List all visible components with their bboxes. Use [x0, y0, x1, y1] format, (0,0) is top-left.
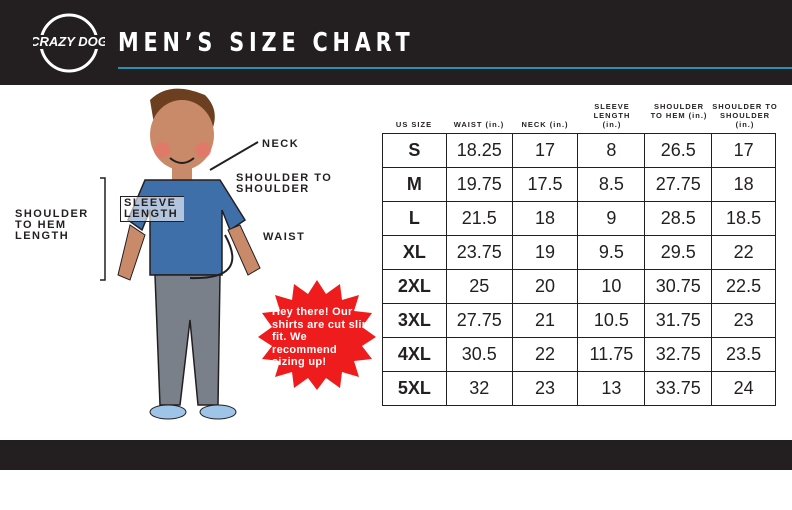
cell-shoulder-to-hem: 26.5: [644, 133, 713, 168]
cell-size: L: [382, 201, 447, 236]
callout-text: Hey there! Our shirts are cut slim fit. …: [272, 306, 372, 368]
header-sleeve: SLEEVE LENGTH (in.): [593, 102, 631, 129]
cell-size: XL: [382, 235, 447, 270]
header-neck: NECK (in.): [521, 120, 569, 129]
header-us-size: US SIZE: [395, 120, 433, 129]
table-row: M 19.75 17.5 8.5 27.75 18: [382, 167, 776, 202]
cell-shoulder-to-shoulder: 17: [711, 133, 776, 168]
page-title: MEN’S SIZE CHART: [118, 28, 415, 58]
cell-neck: 21: [511, 303, 579, 338]
cell-sleeve: 9.5: [577, 235, 646, 270]
cell-shoulder-to-hem: 33.75: [644, 371, 713, 406]
cell-size: S: [382, 133, 447, 168]
shoulder-to-hem-label: SHOULDER TO HEM LENGTH: [15, 208, 89, 242]
crazy-dog-logo: CRAZY DOG: [33, 13, 105, 73]
cell-size: 5XL: [382, 371, 447, 406]
table-row: 5XL 32 23 13 33.75 24: [382, 371, 776, 406]
cell-shoulder-to-shoulder: 18: [711, 167, 776, 202]
cell-sleeve: 10: [577, 269, 646, 304]
cell-neck: 17: [511, 133, 579, 168]
cell-neck: 17.5: [511, 167, 579, 202]
svg-text:CRAZY DOG: CRAZY DOG: [33, 34, 105, 49]
cell-shoulder-to-hem: 32.75: [644, 337, 713, 372]
table-row: 2XL 25 20 10 30.75 22.5: [382, 269, 776, 304]
footer-bar: [0, 440, 792, 470]
cell-neck: 22: [511, 337, 579, 372]
cell-waist: 18.25: [445, 133, 513, 168]
cell-sleeve: 8: [577, 133, 646, 168]
cell-waist: 21.5: [445, 201, 513, 236]
cell-waist: 27.75: [445, 303, 513, 338]
size-table: S 18.25 17 8 26.5 17 M 19.75 17.5 8.5 27.75 18 L 21.5…: [382, 133, 776, 406]
cell-shoulder-to-shoulder: 22: [711, 235, 776, 270]
cell-shoulder-to-shoulder: 23: [711, 303, 776, 338]
cell-neck: 18: [511, 201, 579, 236]
cell-shoulder-to-hem: 28.5: [644, 201, 713, 236]
table-row: 4XL 30.5 22 11.75 32.75 23.5: [382, 337, 776, 372]
cell-sleeve: 8.5: [577, 167, 646, 202]
cell-shoulder-to-hem: 27.75: [644, 167, 713, 202]
cell-neck: 19: [511, 235, 579, 270]
cell-shoulder-to-shoulder: 22.5: [711, 269, 776, 304]
cell-waist: 19.75: [445, 167, 513, 202]
cell-neck: 23: [511, 371, 579, 406]
cell-waist: 30.5: [445, 337, 513, 372]
header-waist: WAIST (in.): [453, 120, 505, 129]
header-shoulder-to-hem: SHOULDER TO HEM (in.): [650, 102, 708, 120]
cell-size: 4XL: [382, 337, 447, 372]
cell-shoulder-to-hem: 31.75: [644, 303, 713, 338]
cell-sleeve: 9: [577, 201, 646, 236]
cell-shoulder-to-shoulder: 18.5: [711, 201, 776, 236]
cell-sleeve: 13: [577, 371, 646, 406]
cell-waist: 23.75: [445, 235, 513, 270]
cell-size: M: [382, 167, 447, 202]
header-shoulder-to-shoulder: SHOULDER TO SHOULDER (in.): [712, 102, 778, 129]
cell-shoulder-to-hem: 30.75: [644, 269, 713, 304]
waist-label: WAIST: [263, 231, 306, 243]
table-row: S 18.25 17 8 26.5 17: [382, 133, 776, 168]
cell-shoulder-to-hem: 29.5: [644, 235, 713, 270]
title-underline: [118, 67, 792, 69]
table-row: 3XL 27.75 21 10.5 31.75 23: [382, 303, 776, 338]
table-row: L 21.5 18 9 28.5 18.5: [382, 201, 776, 236]
shoulder-to-shoulder-label: SHOULDER TO SHOULDER: [236, 172, 333, 195]
callout-starburst: [258, 280, 376, 390]
cell-size: 2XL: [382, 269, 447, 304]
cell-waist: 32: [445, 371, 513, 406]
header-bar: CRAZY DOG MEN’S SIZE CHART: [0, 0, 792, 85]
table-row: XL 23.75 19 9.5 29.5 22: [382, 235, 776, 270]
cell-size: 3XL: [382, 303, 447, 338]
cell-sleeve: 11.75: [577, 337, 646, 372]
neck-label: NECK: [262, 138, 300, 150]
sleeve-length-label: SLEEVE LENGTH: [120, 196, 184, 222]
cell-waist: 25: [445, 269, 513, 304]
cell-sleeve: 10.5: [577, 303, 646, 338]
cell-shoulder-to-shoulder: 24: [711, 371, 776, 406]
cell-shoulder-to-shoulder: 23.5: [711, 337, 776, 372]
cell-neck: 20: [511, 269, 579, 304]
